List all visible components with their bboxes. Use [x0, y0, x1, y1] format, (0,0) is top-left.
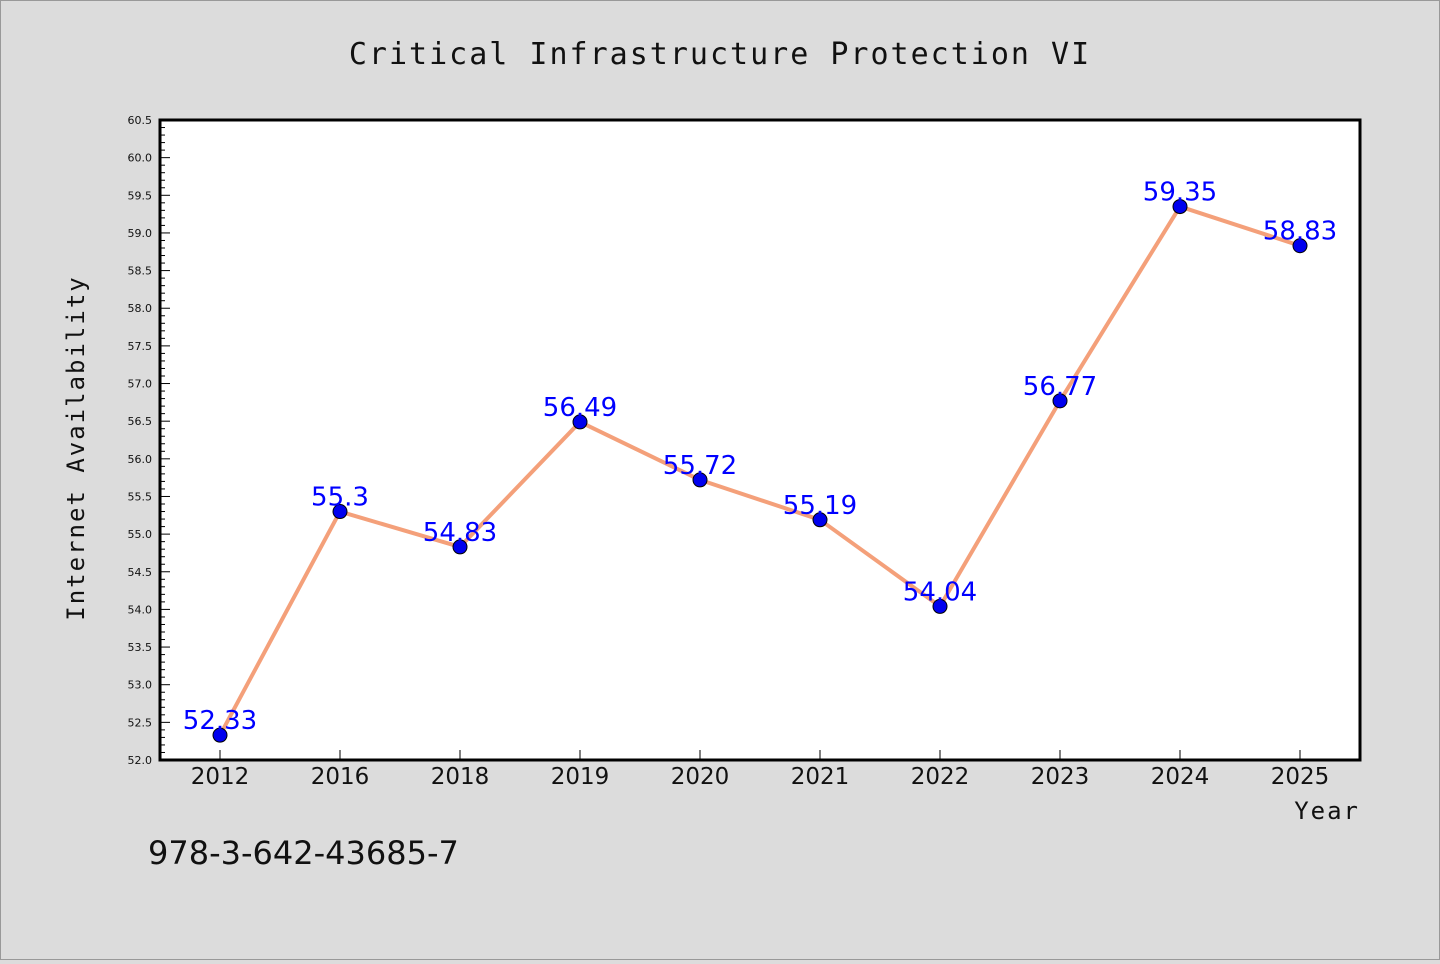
y-tick-label: 56.5: [128, 415, 153, 428]
data-point: [692, 472, 708, 488]
x-tick-label: 2023: [1031, 764, 1090, 790]
data-point: [332, 504, 348, 520]
x-tick-label: 2025: [1271, 764, 1330, 790]
x-tick-label: 2020: [671, 764, 730, 790]
x-tick-label: 2022: [911, 764, 970, 790]
y-tick-label: 53.0: [128, 679, 153, 692]
y-tick-label: 59.5: [128, 189, 153, 202]
data-label: 58.83: [1263, 217, 1337, 247]
x-tick-label: 2019: [551, 764, 610, 790]
y-tick-label: 58.0: [128, 302, 153, 315]
data-label: 54.83: [423, 518, 497, 548]
y-tick-label: 57.0: [128, 378, 153, 391]
y-tick-label: 54.0: [128, 603, 153, 616]
x-tick-label: 2018: [431, 764, 490, 790]
data-label: 59.35: [1143, 178, 1217, 208]
data-point: [932, 598, 948, 614]
isbn-text: 978-3-642-43685-7: [148, 834, 459, 872]
data-point: [572, 414, 588, 430]
data-point: [812, 512, 828, 528]
data-label: 54.04: [903, 577, 977, 607]
data-point: [1292, 238, 1308, 254]
x-tick-label: 2024: [1151, 764, 1210, 790]
plot-area: [158, 118, 1362, 762]
data-label: 55.72: [663, 451, 737, 481]
y-tick-label: 60.5: [128, 114, 153, 127]
data-point: [452, 539, 468, 555]
y-tick-label: 54.5: [128, 566, 153, 579]
x-tick-label: 2012: [191, 764, 250, 790]
chart-title: Critical Infrastructure Protection VI: [349, 37, 1091, 72]
y-tick-label: 55.5: [128, 490, 153, 503]
series-layer: [212, 199, 1308, 743]
y-tick-label: 57.5: [128, 340, 153, 353]
data-label: 56.77: [1023, 372, 1097, 402]
x-axis-label: Year: [1294, 797, 1360, 825]
y-tick-label: 53.5: [128, 641, 153, 654]
y-tick-label: 55.0: [128, 528, 153, 541]
data-label: 56.49: [543, 393, 617, 423]
y-tick-label: 56.0: [128, 453, 153, 466]
y-tick-label: 52.5: [128, 716, 153, 729]
data-label-layer: 52.33 55.3 54.83 56.49 55.72 55.19 54.04 56.77 5…: [183, 178, 1337, 737]
data-point: [1172, 199, 1188, 215]
data-label: 52.33: [183, 706, 257, 736]
y-axis: 52.0 52.5 53.0 53.5 54.0 54.5 55.0 55.5 56.0 56.5…: [128, 114, 170, 767]
x-tick-label: 2021: [791, 764, 850, 790]
data-label: 55.3: [311, 483, 369, 513]
data-label: 55.19: [783, 491, 857, 521]
data-point: [212, 727, 228, 743]
y-tick-label: 58.5: [128, 265, 153, 278]
x-axis: 2012 2016 2018 2019 2020 2021 2022 2023 2024 2025: [191, 750, 1330, 790]
series-line: [218, 204, 1302, 738]
x-tick-label: 2016: [311, 764, 370, 790]
y-tick-label: 52.0: [128, 754, 153, 767]
data-point: [1052, 393, 1068, 409]
y-tick-label: 60.0: [128, 152, 153, 165]
y-axis-label: Internet Availability: [62, 275, 90, 620]
y-tick-label: 59.0: [128, 227, 153, 240]
